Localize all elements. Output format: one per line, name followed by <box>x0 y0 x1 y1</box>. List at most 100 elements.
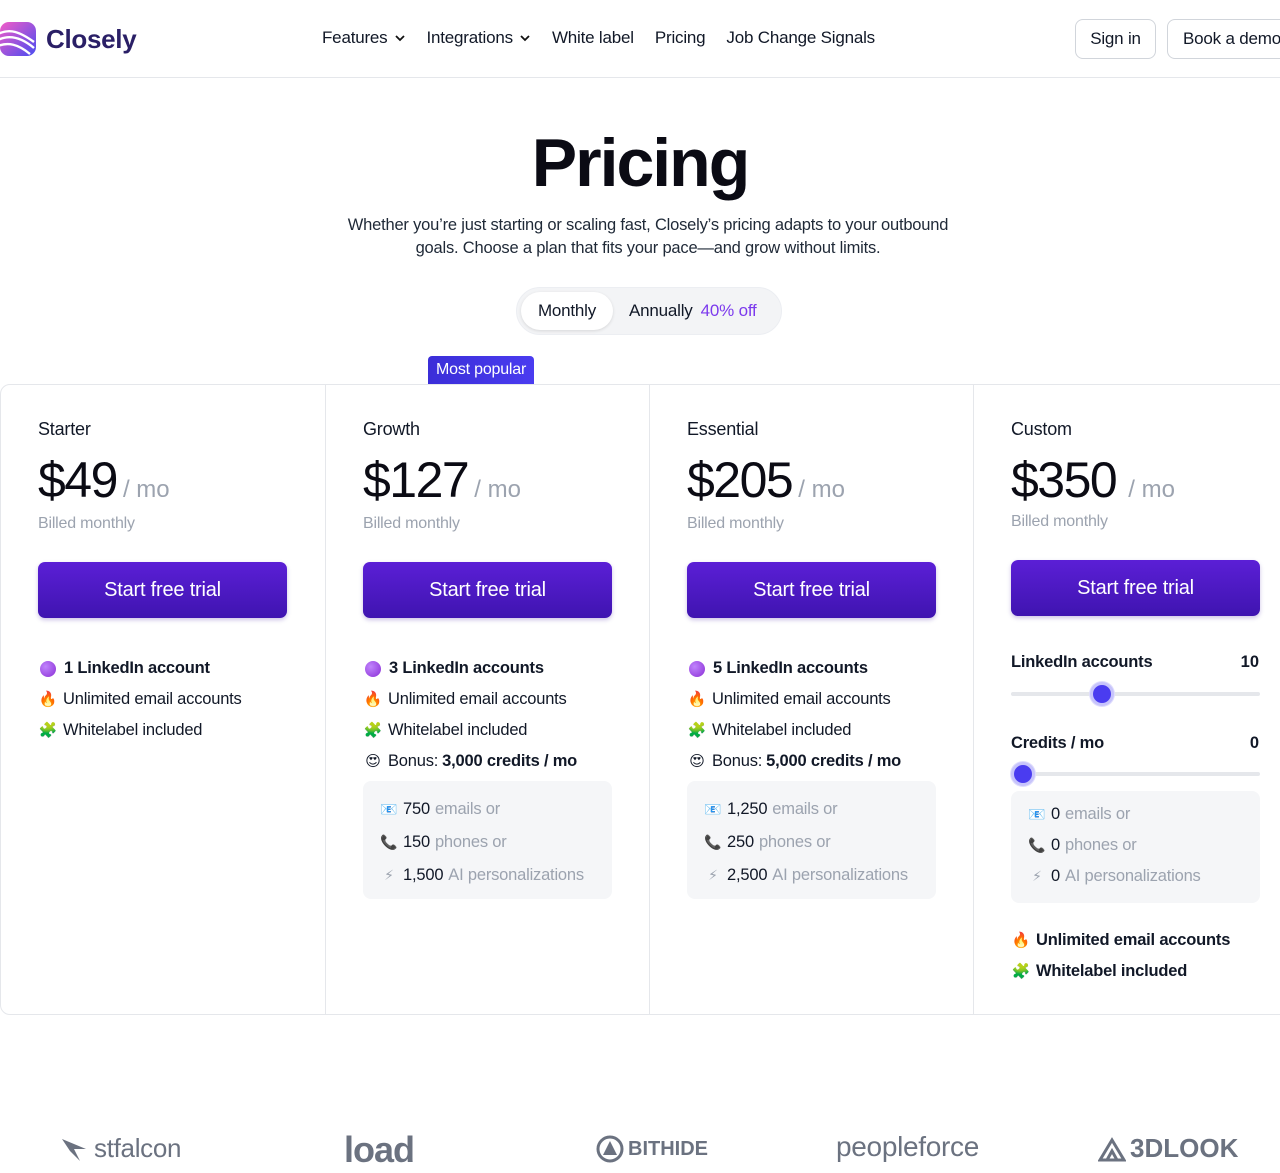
nav-features[interactable]: Features <box>322 28 406 48</box>
start-free-trial-button[interactable]: Start free trial <box>38 562 287 618</box>
toggle-annually[interactable]: Annually 40% off <box>629 292 757 330</box>
toggle-annually-label: Annually <box>629 301 693 320</box>
credit-row: ⚡ 2,500 AI personalizations <box>703 859 920 892</box>
credit-row: 📞 150 phones or <box>379 826 596 859</box>
phone-icon: 📞 <box>704 834 722 850</box>
credit-text: emails or <box>772 800 838 818</box>
plan-card-essential: Essential $205 / mo Billed monthly Start… <box>649 385 973 1014</box>
phone-icon: 📞 <box>380 834 398 850</box>
feature-item: 5 LinkedIn accounts <box>687 653 901 684</box>
start-free-trial-button[interactable]: Start free trial <box>1011 560 1260 616</box>
nav-features-label: Features <box>322 28 388 47</box>
credit-value: 0 <box>1051 836 1060 854</box>
credit-value: 0 <box>1051 805 1060 823</box>
sign-in-button[interactable]: Sign in <box>1075 19 1156 59</box>
logo-text: load <box>344 1129 415 1170</box>
logo-peopleforce: peopleforce <box>836 1131 979 1163</box>
billing-note: Billed monthly <box>38 515 135 532</box>
feature-text: 3 LinkedIn accounts <box>389 659 544 677</box>
plan-price: $49 / mo <box>38 451 170 509</box>
feature-text: Unlimited email accounts <box>712 690 891 708</box>
price-unit: / mo <box>122 476 170 503</box>
credits-label: Credits / mo <box>1011 734 1104 752</box>
credit-value: 1,250 <box>727 800 768 818</box>
credit-value: 0 <box>1051 867 1060 885</box>
nav-pricing[interactable]: Pricing <box>654 28 706 47</box>
linkedin-accounts-slider[interactable] <box>1011 682 1260 706</box>
bithide-icon <box>596 1135 624 1163</box>
logo-load: load <box>344 1129 415 1171</box>
nav-integrations-label: Integrations <box>426 28 514 47</box>
feature-text: Unlimited email accounts <box>1036 931 1231 949</box>
nav-job-change-signals[interactable]: Job Change Signals <box>726 28 875 47</box>
feature-list: 5 LinkedIn accounts 🔥 Unlimited email acc… <box>687 653 902 777</box>
plan-card-starter: Starter $49 / mo Billed monthly Start fr… <box>1 385 325 1014</box>
customer-logos: stfalcon load BITHIDE peopleforce 3DLOOK <box>0 1125 1280 1173</box>
nav-integrations[interactable]: Integrations <box>427 28 531 48</box>
credit-value: 1,500 <box>403 866 444 884</box>
3dlook-icon <box>1098 1136 1126 1161</box>
credits-slider[interactable] <box>1011 762 1260 786</box>
lightning-icon: ⚡ <box>708 867 718 883</box>
feature-item: 🔥 Unlimited email accounts <box>363 684 577 715</box>
feature-item: 🔥 Unlimited email accounts <box>38 684 242 715</box>
credit-value: 150 <box>403 833 430 851</box>
price-amount: $49 <box>38 452 118 508</box>
feature-text: Bonus: <box>712 752 763 770</box>
feature-item: 😍 Bonus: 3,000 credits / mo <box>363 746 577 777</box>
purple-circle-icon <box>689 660 705 677</box>
lightning-icon: ⚡ <box>1032 868 1042 884</box>
feature-item: 🧩 Whitelabel included <box>1011 956 1230 987</box>
fire-icon: 🔥 <box>38 690 58 708</box>
plan-name: Growth <box>363 419 420 439</box>
email-icon: 📧 <box>704 801 722 817</box>
credits-breakdown: 📧 1,250 emails or 📞 250 phones or ⚡ 2,500 AI p… <box>687 781 936 899</box>
toggle-monthly[interactable]: Monthly <box>521 292 613 330</box>
credit-row: 📧 0 emails or <box>1027 799 1244 830</box>
start-free-trial-button[interactable]: Start free trial <box>687 562 936 618</box>
feature-text: Whitelabel included <box>388 721 528 739</box>
logo-text: 3DLOOK <box>1130 1133 1239 1163</box>
brand-logo[interactable]: Closely <box>0 20 137 58</box>
billing-note: Billed monthly <box>1011 513 1108 530</box>
credit-value: 250 <box>727 833 754 851</box>
credit-row: 📧 1,250 emails or <box>703 793 920 826</box>
feature-item: 🧩 Whitelabel included <box>687 715 901 746</box>
main-nav: Features Integrations White label Pricin… <box>322 28 896 48</box>
feature-text: Unlimited email accounts <box>63 690 242 708</box>
phone-icon: 📞 <box>1028 837 1046 853</box>
email-icon: 📧 <box>380 801 398 817</box>
credit-value: 2,500 <box>727 866 768 884</box>
plan-card-growth: Growth $127 / mo Billed monthly Start fr… <box>325 385 649 1014</box>
billing-toggle: Monthly Annually 40% off <box>516 287 782 335</box>
chevron-down-icon <box>394 35 405 42</box>
plan-name: Custom <box>1011 419 1072 439</box>
feature-item: 1 LinkedIn account <box>38 653 242 684</box>
pricing-cards: Starter $49 / mo Billed monthly Start fr… <box>0 384 1280 1015</box>
plan-price: $205 / mo <box>687 451 845 509</box>
book-demo-button[interactable]: Book a demo <box>1167 19 1280 59</box>
feature-item: 🧩 Whitelabel included <box>38 715 242 746</box>
brand-name: Closely <box>46 23 137 54</box>
price-amount: $205 <box>687 452 794 508</box>
plan-name: Starter <box>38 419 91 439</box>
puzzle-icon: 🧩 <box>687 721 707 739</box>
feature-text: Whitelabel included <box>63 721 203 739</box>
fire-icon: 🔥 <box>363 690 383 708</box>
linkedin-accounts-value: 10 <box>1240 653 1259 671</box>
nav-white-label[interactable]: White label <box>551 28 634 47</box>
site-header: Closely Features Integrations White labe… <box>0 0 1280 78</box>
start-free-trial-button[interactable]: Start free trial <box>363 562 612 618</box>
slider-thumb[interactable] <box>1089 682 1114 706</box>
feature-list: 🔥 Unlimited email accounts 🧩 Whitelabel in… <box>1011 925 1231 987</box>
bonus-credits: 5,000 credits / mo <box>766 752 902 770</box>
feature-item: 😍 Bonus: 5,000 credits / mo <box>687 746 901 777</box>
credit-text: AI personalizations <box>448 866 584 884</box>
slider-thumb[interactable] <box>1011 762 1035 786</box>
puzzle-icon: 🧩 <box>38 721 58 739</box>
puzzle-icon: 🧩 <box>1011 962 1031 980</box>
price-amount: $127 <box>363 452 470 508</box>
credit-text: AI personalizations <box>1064 867 1201 885</box>
falcon-icon <box>62 1138 86 1161</box>
email-icon: 📧 <box>1028 806 1046 822</box>
